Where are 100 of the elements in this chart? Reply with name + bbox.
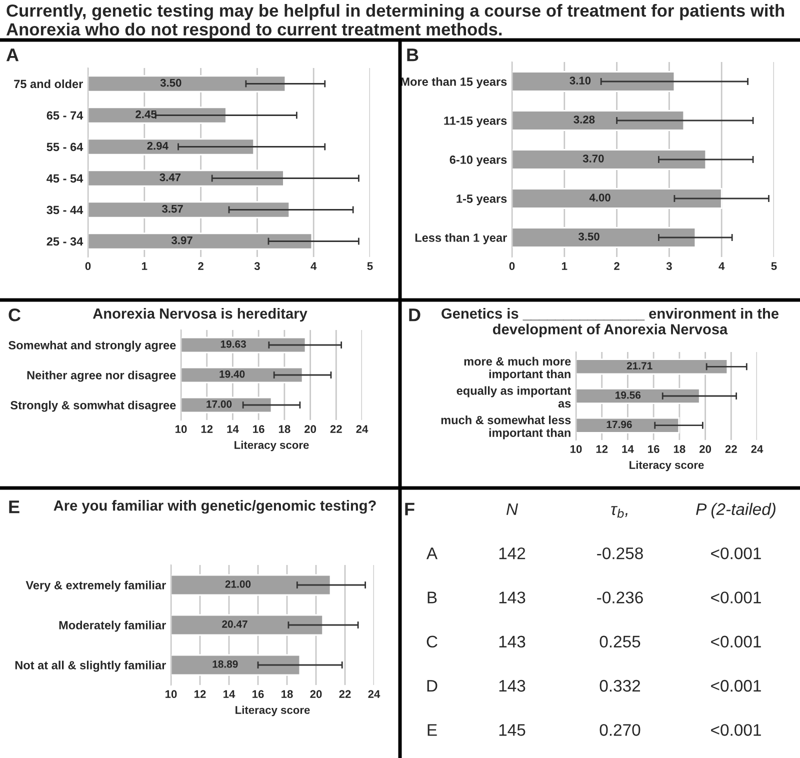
y-tick-label: more & much more important than	[464, 356, 571, 381]
x-tick-label: 10	[176, 425, 187, 434]
bar	[88, 232, 313, 250]
y-tick-label: 65 - 74	[46, 111, 84, 120]
x-tick-label: 3	[254, 262, 260, 270]
x-tick-label: 18	[282, 690, 293, 698]
text: <0.001	[711, 680, 761, 692]
y-tick-label: 1-5 years	[456, 194, 507, 206]
x-tick-label: 0	[85, 262, 91, 270]
x-tick-label: 16	[253, 425, 264, 434]
text: B	[407, 48, 418, 62]
data-label: 21.00	[225, 580, 251, 588]
bar	[88, 201, 290, 218]
data-label: 3.57	[162, 204, 183, 213]
y-tick-label: Very & extremely familiar	[26, 580, 166, 592]
y-tick-label: Less than 1 year	[415, 233, 507, 244]
x-tick-label: 16	[648, 445, 660, 454]
text: B	[428, 592, 437, 604]
data-label: 2.94	[147, 142, 168, 150]
x-tick-label: 20	[699, 445, 712, 454]
x-tick-label: 20	[304, 425, 316, 434]
text: E	[9, 500, 20, 514]
text: 143	[499, 636, 526, 648]
chart-title: Anorexia Nervosa is hereditary	[92, 308, 308, 322]
text: F	[405, 502, 414, 516]
chart-title: Are you familiar with genetic/genomic testing?	[54, 500, 376, 514]
text: 143	[499, 680, 526, 692]
data-label: 3.50	[578, 232, 600, 240]
y-tick-label: 11-15 years	[444, 116, 507, 128]
y-tick-label: 35 - 44	[46, 206, 84, 214]
text: 0.255	[600, 636, 640, 648]
bar	[512, 110, 685, 131]
x-tick-label: 12	[596, 445, 608, 453]
bar	[512, 188, 722, 209]
text: P (2-tailed)	[696, 502, 776, 518]
text: 0.332	[600, 680, 640, 692]
text: D	[427, 680, 438, 692]
data-label: 17.96	[606, 420, 632, 428]
x-tick-label: 24	[751, 445, 764, 453]
x-tick-label: 14	[224, 690, 236, 698]
x-tick-label: 14	[622, 445, 634, 453]
data-label: 17.00	[206, 400, 232, 408]
text: A	[6, 48, 19, 62]
data-label: 3.10	[570, 76, 591, 84]
x-tick-label: 4	[718, 262, 725, 270]
y-tick-label: Somewhat and strongly agree	[8, 340, 176, 352]
y-tick-label: Not at all & slightly familiar	[15, 660, 166, 672]
y-tick-label: 25 - 34	[46, 237, 84, 246]
data-label: 3.28	[574, 116, 595, 124]
x-tick-label: 16	[252, 690, 264, 698]
bar	[88, 170, 284, 187]
x-tick-label: 0	[509, 262, 515, 270]
y-tick-label: 75 and older	[14, 79, 83, 88]
y-tick-label: Neither agree nor disagree	[27, 370, 176, 382]
x-tick-label: 5	[367, 262, 373, 270]
bar	[88, 75, 286, 92]
x-tick-label: 22	[339, 690, 351, 698]
x-tick-label: 18	[674, 445, 686, 454]
x-tick-label: 22	[725, 445, 737, 453]
y-tick-label: Strongly & somwhat disagree	[10, 400, 176, 412]
y-tick-label: 45 - 54	[46, 174, 84, 183]
data-label: 20.47	[222, 620, 248, 628]
x-axis-title: Literacy score	[236, 706, 310, 716]
x-tick-label: 20	[310, 690, 322, 698]
text: C	[8, 308, 21, 322]
x-tick-label: 12	[201, 425, 213, 433]
text: <0.001	[711, 636, 761, 648]
data-label: 3.50	[160, 78, 182, 87]
data-label: 4.00	[589, 194, 610, 202]
x-tick-label: 10	[166, 690, 177, 698]
x-tick-label: 24	[356, 425, 368, 433]
text: <0.001	[711, 547, 761, 560]
text: <0.001	[711, 592, 761, 604]
x-axis-title: Literacy score	[234, 440, 309, 452]
text: 143	[499, 592, 526, 604]
text: 142	[499, 547, 526, 560]
data-label: 3.47	[160, 173, 181, 182]
y-tick-label: 55 - 64	[46, 142, 84, 152]
chart-title: Genetics is _______________ environment in the development of Anorexia Nervosa	[442, 308, 779, 338]
x-tick-label: 2	[198, 262, 204, 270]
x-tick-label: 2	[614, 262, 620, 270]
bar	[512, 227, 696, 248]
data-label: 3.97	[171, 236, 192, 244]
text: 145	[499, 724, 526, 736]
bar	[512, 71, 676, 92]
x-tick-label: 22	[330, 425, 342, 433]
text: C	[426, 636, 438, 648]
x-tick-label: 4	[310, 262, 317, 270]
x-tick-label: 3	[666, 262, 672, 270]
data-label: 19.40	[220, 370, 245, 378]
x-tick-label: 24	[368, 690, 380, 698]
x-tick-label: 1	[142, 262, 148, 270]
y-tick-label: much & somewhat less important than	[441, 416, 571, 440]
text: 0.270	[600, 724, 640, 736]
text: τ$_{b}$,	[611, 506, 628, 518]
text: N	[506, 503, 518, 515]
x-tick-label: 10	[570, 445, 582, 454]
y-tick-label: Moderately familiar	[59, 620, 166, 632]
y-tick-label: equally as important as	[456, 386, 572, 408]
x-tick-label: 14	[227, 425, 239, 433]
